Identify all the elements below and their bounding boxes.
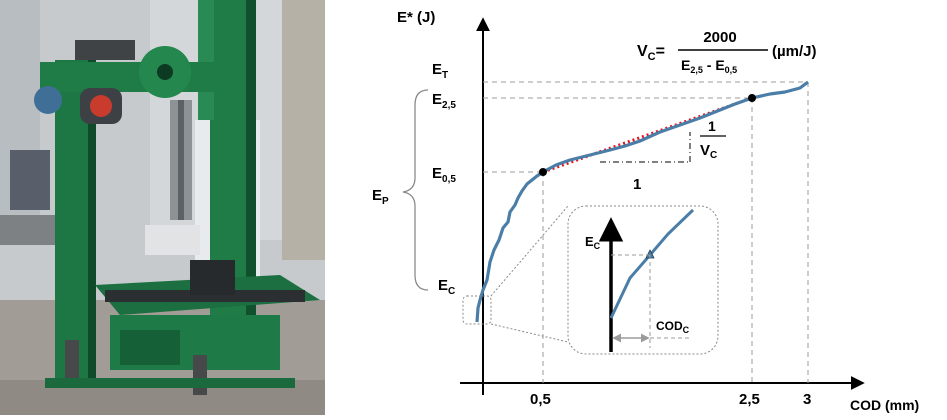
inset-cod-label: CODC: [656, 319, 690, 335]
x-tick-0-5: 0,5: [530, 391, 551, 408]
top-bar: [75, 40, 135, 60]
inset-frame: [567, 205, 719, 355]
slope-triangle: [600, 132, 691, 163]
desk: [0, 215, 60, 245]
label-ec: EC: [438, 277, 455, 297]
x-tick-2-5: 2,5: [739, 391, 760, 408]
label-et: ET: [432, 61, 448, 81]
formula-denominator: E2,5 - E0,5: [681, 57, 737, 75]
right-wall: [282, 0, 325, 260]
right-column-edge: [198, 0, 214, 120]
specimen: [145, 225, 200, 255]
machine-photo: [0, 0, 325, 415]
x-axis-label: COD (mm): [850, 397, 919, 413]
machine-photo-drawing: [0, 0, 325, 415]
point-e25: [748, 94, 756, 102]
foot-rail: [45, 378, 295, 388]
slope-rise-denominator: VC: [700, 142, 717, 161]
monitor: [10, 150, 50, 210]
guide-lines: [483, 81, 809, 383]
ep-brace: [402, 89, 429, 291]
label-ep: EP: [372, 187, 389, 207]
motor-left: [34, 86, 62, 114]
diagram-svg: EC CODC E* (J) COD (mm) 0,5 2,5 3 ET E2,…: [372, 9, 919, 413]
anvil: [190, 260, 235, 295]
spring-right: [193, 355, 207, 395]
inset: EC CODC: [567, 205, 719, 355]
label-e05: E0,5: [432, 165, 456, 185]
zoom-connector-top: [490, 205, 569, 297]
pulley-hub: [157, 64, 173, 80]
left-column-shade: [88, 60, 96, 380]
energy-cod-diagram: EC CODC E* (J) COD (mm) 0,5 2,5 3 ET E2,…: [330, 0, 947, 415]
top-arm: [40, 62, 220, 92]
slope-run-label: 1: [633, 176, 641, 193]
formula-numerator: 2000: [703, 29, 736, 46]
right-column-shade: [246, 0, 256, 320]
formula-units: (µm/J): [772, 43, 816, 60]
spring-left: [65, 340, 79, 380]
x-tick-3: 3: [803, 391, 811, 408]
motor-label: [90, 95, 112, 117]
base-slot: [105, 290, 305, 302]
vc-formula: VC= 2000 E2,5 - E0,5 (µm/J): [637, 29, 816, 75]
point-e05: [539, 168, 547, 176]
hammer-guide-slot: [178, 100, 184, 220]
slope-rise-numerator: 1: [708, 118, 716, 134]
y-axis-label: E* (J): [397, 9, 435, 26]
zoom-connector-bottom: [490, 323, 569, 343]
base-block-shade: [120, 330, 180, 365]
zoom-box: [462, 295, 492, 325]
label-e25: E2,5: [432, 91, 456, 111]
inset-ec-label: EC: [585, 234, 601, 251]
formula-lhs: VC=: [637, 43, 665, 63]
